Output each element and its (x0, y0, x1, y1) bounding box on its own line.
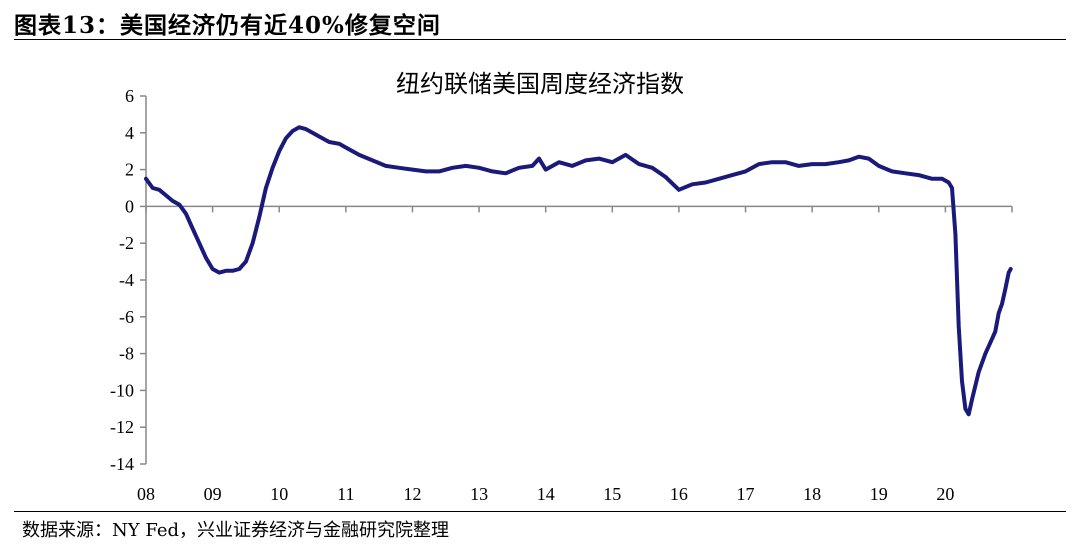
y-tick-label: 0 (125, 196, 134, 216)
x-tick-label: 09 (204, 484, 222, 504)
y-tick-label: -2 (119, 233, 134, 253)
y-tick-label: 2 (125, 160, 134, 180)
x-tick-label: 14 (537, 484, 555, 504)
source-note: 数据来源：NY Fed，兴业证券经济与金融研究院整理 (22, 520, 450, 541)
y-tick-label: -8 (119, 344, 134, 364)
series-line (144, 125, 1013, 417)
x-tick-label: 15 (603, 484, 621, 504)
y-tick-label: -10 (110, 380, 134, 400)
chart-title: 纽约联储美国周度经济指数 (396, 70, 684, 98)
x-tick-label: 08 (137, 484, 155, 504)
x-tick-label: 11 (337, 484, 354, 504)
x-tick-label: 10 (270, 484, 288, 504)
x-tick-label: 12 (403, 484, 421, 504)
footer-rule (14, 511, 1066, 512)
y-tick-label: -4 (119, 270, 134, 290)
y-axis: 6 4 2 0 -2 -4 -6 -8 -10 -12 -14 (110, 86, 147, 474)
x-tick-label: 16 (670, 484, 688, 504)
y-tick-label: -12 (110, 417, 134, 437)
y-tick-label: -6 (119, 307, 134, 327)
x-tick-label: 13 (470, 484, 488, 504)
y-tick-label: -14 (110, 454, 134, 474)
x-tick-label: 17 (737, 484, 755, 504)
x-axis: 08 09 10 11 12 13 14 15 16 17 18 19 20 (137, 205, 1013, 504)
x-tick-label: 20 (936, 484, 954, 504)
y-tick-label: 6 (125, 86, 134, 106)
x-tick-label: 19 (870, 484, 888, 504)
header-rule (14, 39, 1066, 40)
x-tick-label: 18 (803, 484, 821, 504)
series-layer (144, 125, 1013, 417)
figure-header: 图表13：美国经济仍有近40%修复空间 (14, 12, 441, 39)
y-tick-label: 4 (125, 123, 134, 143)
